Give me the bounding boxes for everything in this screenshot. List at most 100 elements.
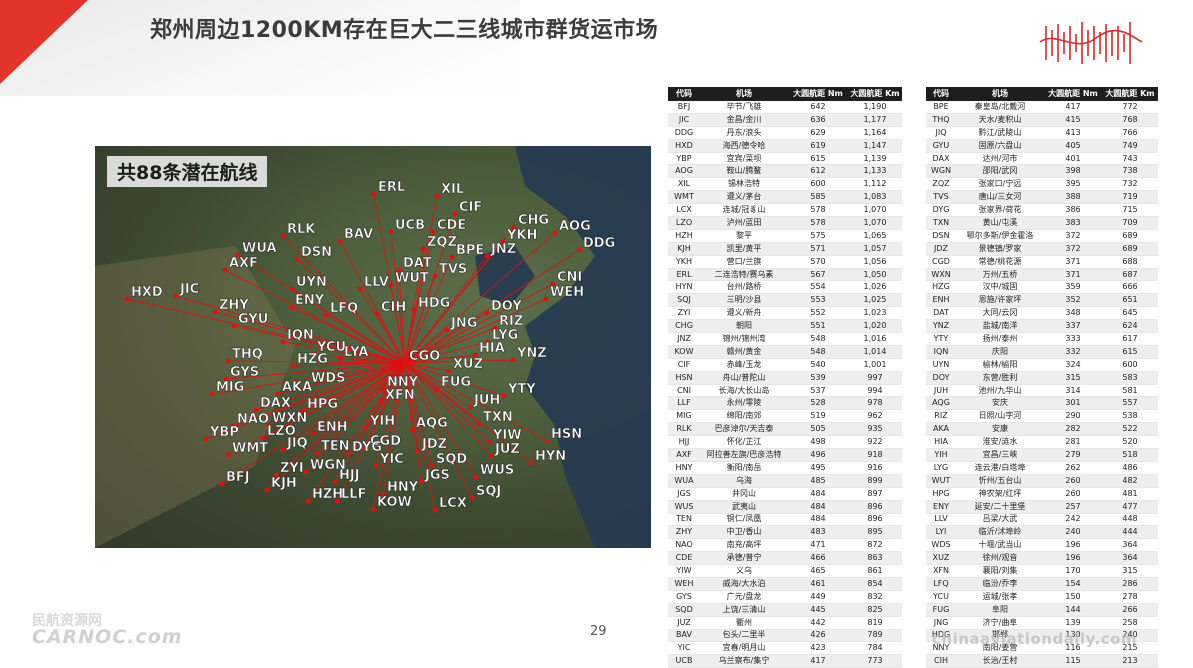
cell-airport: 二连浩特/赛乌素 — [700, 268, 788, 282]
cell-code: AXF — [668, 448, 700, 462]
airport-marker — [485, 339, 491, 345]
cell-km: 861 — [848, 564, 902, 578]
table-row: THQ 天水/麦积山 415 768 — [926, 113, 1158, 127]
table-row: NAO 南充/高坪 471 872 — [668, 538, 902, 553]
airport-marker — [446, 368, 452, 374]
table-row: JIQ 黔江/武陵山 413 766 — [926, 126, 1158, 140]
cell-nm: 401 — [1044, 152, 1102, 166]
airport-marker — [544, 438, 550, 444]
cell-airport: 景德镇/罗家 — [956, 242, 1044, 256]
airport-code-label: TXN — [483, 410, 513, 425]
cell-code: AQG — [926, 396, 956, 411]
cell-nm: 629 — [788, 126, 848, 140]
route-line — [404, 362, 473, 499]
route-line — [211, 362, 406, 395]
airport-code-label: WUA — [242, 241, 277, 256]
airport-code-label: XIL — [441, 182, 464, 197]
airport-marker — [488, 453, 494, 459]
airport-marker — [290, 363, 296, 369]
cell-code: WUT — [926, 474, 956, 488]
cell-nm: 498 — [788, 435, 848, 450]
route-line — [325, 314, 406, 364]
cell-km: 1,001 — [848, 358, 902, 372]
airport-code-label: YIC — [379, 452, 404, 467]
airport-code-label: JGS — [424, 468, 450, 483]
table-row: RLK 巴彦淖尔/天吉泰 505 935 — [668, 422, 902, 437]
cell-airport: 南阳/姜营 — [956, 641, 1044, 656]
airport-marker — [415, 448, 421, 454]
cell-km: 482 — [1102, 474, 1158, 488]
cell-code: CGD — [926, 255, 956, 269]
route-line — [233, 325, 406, 364]
cell-airport: 榆林/榆阳 — [956, 358, 1044, 372]
cell-code: JIC — [668, 113, 700, 127]
cell-airport: 三明/沙县 — [700, 293, 788, 308]
airport-marker — [501, 393, 507, 399]
cell-airport: 永州/零陵 — [700, 396, 788, 411]
cell-km: 872 — [848, 538, 902, 553]
airport-code-label: HZH — [312, 487, 343, 502]
table-row: LYI 临沂/沭埠岭 240 444 — [926, 525, 1158, 540]
airport-marker — [510, 357, 516, 363]
cell-km: 364 — [1102, 551, 1158, 566]
cell-nm: 240 — [1044, 525, 1102, 540]
airport-code-label: AKA — [282, 380, 312, 395]
airport-marker — [235, 252, 241, 258]
header-code: 代码 — [926, 87, 956, 101]
cell-code: UYN — [926, 358, 956, 372]
cell-code: YBP — [668, 152, 700, 166]
route-line — [404, 362, 532, 464]
route-line — [205, 362, 406, 440]
table-row: CDE 承德/普宁 466 863 — [668, 551, 902, 566]
route-line — [404, 312, 488, 364]
cell-nm: 423 — [788, 641, 848, 656]
table-row: YIC 宜春/明月山 423 784 — [668, 641, 902, 656]
cell-km: 863 — [848, 551, 902, 566]
cell-km: 1,056 — [848, 255, 902, 269]
airport-code-label: BPE — [456, 243, 484, 258]
table-row: XIL 锡林浩特 600 1,112 — [668, 177, 902, 192]
cell-airport: 张家口/宁远 — [956, 177, 1044, 192]
route-line — [296, 258, 406, 364]
cell-code: ENH — [926, 293, 956, 308]
route-line — [398, 269, 406, 364]
cell-nm: 426 — [788, 629, 848, 643]
airport-marker — [430, 229, 436, 235]
route-line — [404, 195, 438, 364]
cell-airport: 淮安/涟水 — [956, 435, 1044, 450]
cell-km: 1,070 — [848, 216, 902, 230]
airport-marker — [310, 431, 316, 437]
cell-km: 581 — [1102, 384, 1158, 398]
cell-nm: 466 — [788, 551, 848, 566]
airport-marker — [357, 286, 363, 292]
airport-code-label: JUH — [473, 393, 500, 408]
table-row: KOW 赣州/黄金 548 1,014 — [668, 345, 902, 359]
table-row: YNZ 盐城/南洋 337 624 — [926, 319, 1158, 334]
cell-km: 1,057 — [848, 242, 902, 256]
cell-km: 286 — [1102, 577, 1158, 591]
cell-airport: 张家界/荷花 — [956, 203, 1044, 218]
airport-code-label: BAV — [344, 227, 373, 242]
cell-km: 538 — [1102, 409, 1158, 424]
cell-airport: 大同/云冈 — [956, 306, 1044, 321]
airport-code-label: JIQ — [286, 436, 308, 451]
cell-airport: 锦州/锦州湾 — [700, 332, 788, 346]
cell-nm: 359 — [1044, 280, 1102, 295]
cell-km: 522 — [1102, 422, 1158, 437]
route-line — [277, 362, 406, 395]
airport-marker — [396, 267, 402, 273]
cell-airport: 吕梁/大武 — [956, 513, 1044, 527]
airport-marker — [420, 246, 426, 252]
cell-code: LYI — [926, 525, 956, 540]
table-row: HDG 邯郸 130 240 — [926, 629, 1158, 643]
table-row: SQJ 三明/沙县 553 1,025 — [668, 293, 902, 308]
cell-km: 689 — [1102, 229, 1158, 243]
cell-km: 557 — [1102, 396, 1158, 411]
table-row: WUS 武夷山 484 896 — [668, 500, 902, 514]
cell-km: 651 — [1102, 293, 1158, 308]
cell-airport: 鞍山/腾鳌 — [700, 164, 788, 179]
cell-km: 918 — [848, 448, 902, 462]
airport-code-label: CIH — [381, 300, 406, 315]
cell-nm: 537 — [788, 384, 848, 398]
cell-nm: 260 — [1044, 487, 1102, 501]
